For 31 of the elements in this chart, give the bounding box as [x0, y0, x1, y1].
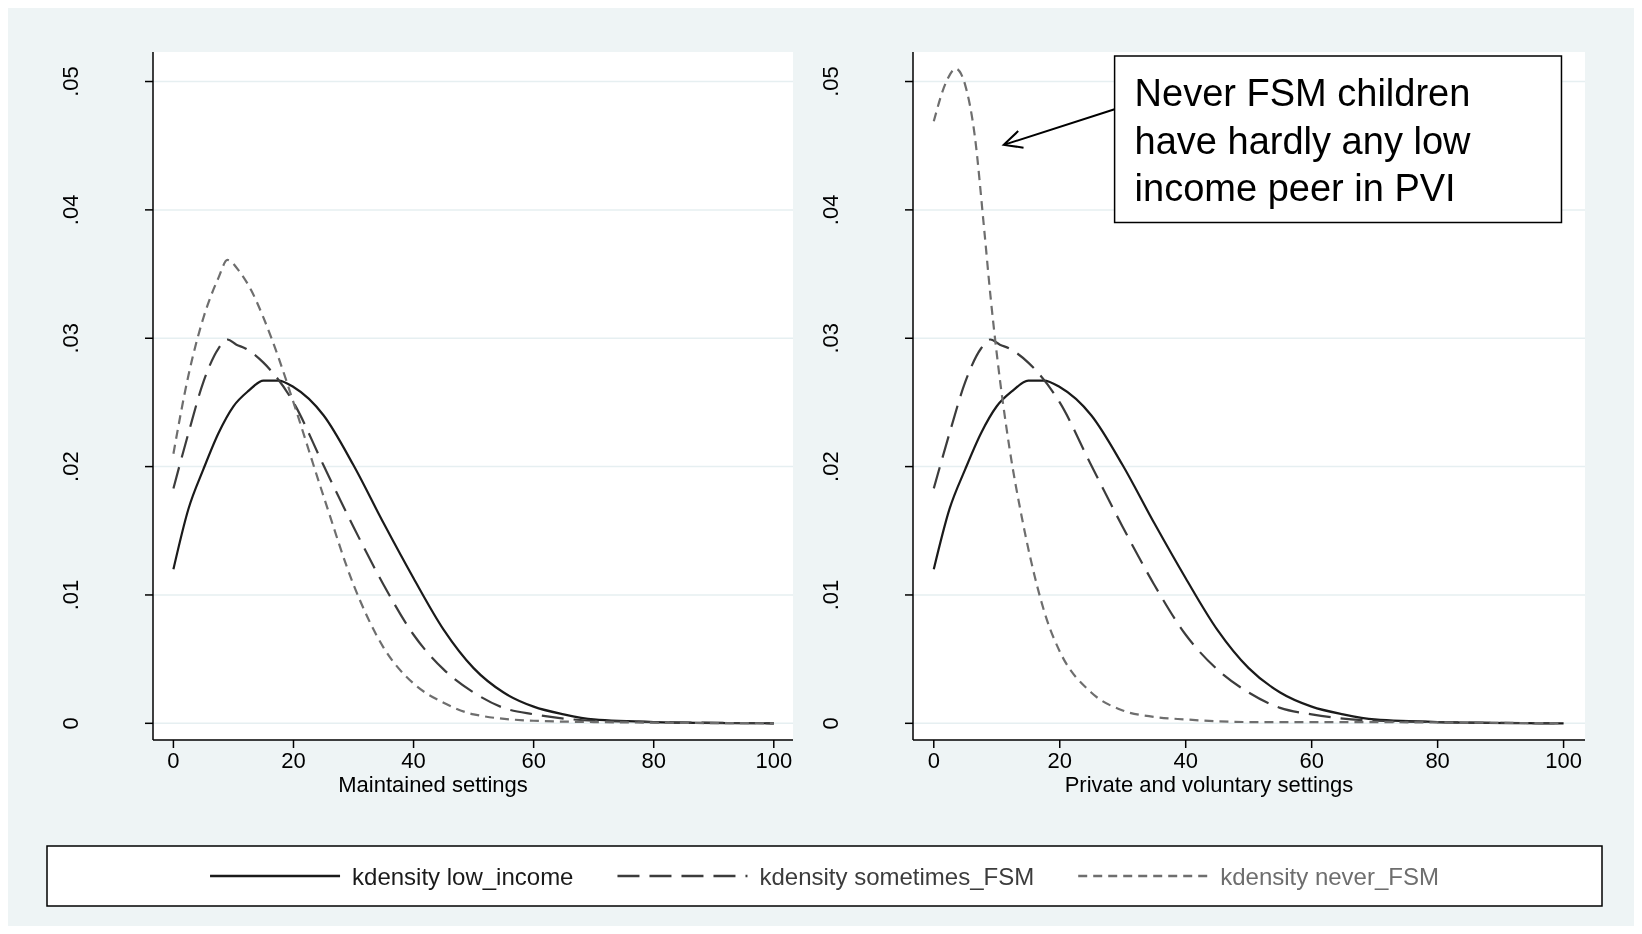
y-tick-label: .04	[818, 194, 844, 226]
y-tick-label: .03	[818, 322, 844, 354]
x-tick-label: 0	[927, 748, 940, 773]
text: kdensity never_FSM	[1220, 862, 1439, 890]
y-tick-label: .03	[58, 322, 84, 354]
x-axis-title: Maintained settings	[338, 772, 528, 797]
y-tick-label: .05	[58, 66, 84, 97]
y-tick-label: .05	[818, 66, 844, 97]
y-tick-label: .02	[818, 451, 844, 482]
x-tick-label: 80	[1425, 748, 1450, 773]
y-tick-label: 0	[58, 717, 84, 730]
x-tick-label: 80	[641, 748, 666, 773]
annotation: Never FSM children have hardly any low income peer in PVI	[1134, 72, 1472, 210]
x-tick-label: 60	[1299, 748, 1324, 773]
line-series	[172, 258, 775, 725]
x-tick-label: 0	[167, 748, 180, 773]
y-tick-label: .01	[818, 579, 844, 611]
y-tick-label: 0	[818, 717, 844, 730]
text: kdensity low_income	[352, 862, 574, 890]
y-tick-label: .04	[58, 194, 84, 226]
x-tick-label: 40	[401, 748, 426, 773]
x-tick-label: 20	[1047, 748, 1072, 773]
y-tick-label: .02	[58, 451, 84, 482]
x-tick-label: 60	[521, 748, 546, 773]
x-tick-label: 100	[755, 748, 793, 773]
x-tick-label: 40	[1173, 748, 1198, 773]
x-axis-title: Private and voluntary settings	[1064, 772, 1354, 797]
y-tick-label: .01	[58, 579, 84, 611]
text: kdensity sometimes_FSM	[759, 862, 1035, 890]
x-tick-label: 20	[281, 748, 306, 773]
x-tick-label: 100	[1545, 748, 1582, 773]
